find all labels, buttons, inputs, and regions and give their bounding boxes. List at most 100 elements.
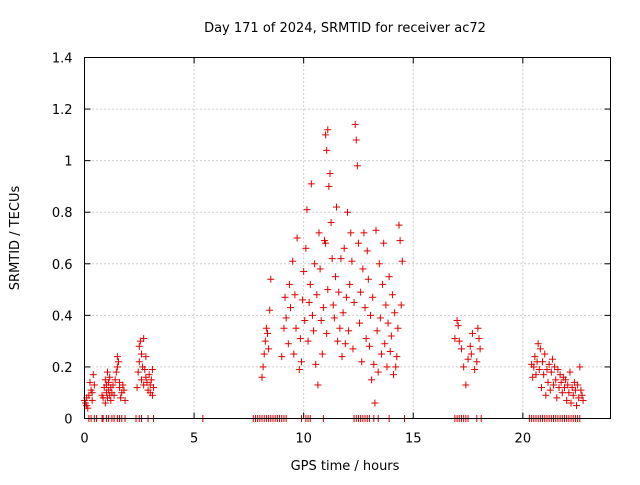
data-point <box>301 317 309 325</box>
data-point <box>111 376 119 384</box>
x-tick-label: 5 <box>190 432 198 447</box>
data-point <box>396 237 404 245</box>
y-tick-label: 0.8 <box>52 206 73 221</box>
data-point <box>383 363 391 371</box>
data-point <box>387 332 395 340</box>
data-point <box>121 396 129 404</box>
data-point <box>135 342 143 350</box>
data-point <box>544 378 552 386</box>
data-point <box>319 304 327 312</box>
data-point <box>468 329 476 337</box>
data-point <box>395 221 403 229</box>
data-point <box>554 366 562 374</box>
data-point <box>137 350 145 358</box>
data-point <box>471 366 479 374</box>
data-point <box>385 273 393 281</box>
data-point <box>563 396 571 404</box>
y-tick-label: 0 <box>64 413 72 428</box>
data-point <box>462 381 470 389</box>
data-point <box>576 363 584 371</box>
data-point <box>324 286 332 294</box>
data-point <box>90 381 98 389</box>
data-point <box>296 335 304 343</box>
data-point <box>354 239 362 247</box>
data-point <box>548 355 556 363</box>
data-point <box>290 350 298 358</box>
data-point <box>261 337 269 345</box>
data-point <box>384 319 392 327</box>
data-point <box>110 391 118 399</box>
data-point <box>390 371 398 379</box>
data-point <box>454 322 462 330</box>
data-point <box>101 399 109 407</box>
data-point <box>382 301 390 309</box>
data-point <box>388 291 396 299</box>
data-point <box>567 399 575 407</box>
data-point <box>316 265 324 273</box>
data-point <box>341 340 349 348</box>
data-point <box>566 368 574 376</box>
x-tick-label: 20 <box>515 432 532 447</box>
data-point <box>368 376 376 384</box>
data-point <box>113 363 121 371</box>
data-point <box>532 371 540 379</box>
data-point <box>86 378 94 386</box>
data-point <box>84 404 92 412</box>
data-point <box>345 327 353 335</box>
data-point <box>455 337 463 345</box>
data-point <box>535 366 543 374</box>
data-point <box>467 350 475 358</box>
data-point <box>377 350 385 358</box>
data-point <box>397 301 405 309</box>
data-point <box>541 350 549 358</box>
data-point <box>145 371 153 379</box>
data-point <box>569 391 577 399</box>
data-point <box>573 402 581 410</box>
data-point <box>476 345 484 353</box>
data-point <box>295 366 303 374</box>
data-point <box>150 384 158 392</box>
data-point <box>266 306 274 314</box>
data-point <box>369 293 377 301</box>
data-point <box>547 368 555 376</box>
data-point <box>357 288 365 296</box>
data-point <box>348 257 356 265</box>
data-point <box>289 257 297 265</box>
data-point <box>317 317 325 325</box>
data-point <box>537 384 545 392</box>
data-point <box>379 280 387 288</box>
data-point <box>284 340 292 348</box>
data-point <box>113 353 121 361</box>
data-point <box>344 208 351 216</box>
data-point <box>375 260 383 268</box>
data-point <box>364 275 372 283</box>
data-point <box>292 324 300 332</box>
data-point <box>148 391 156 399</box>
data-point <box>265 345 273 353</box>
data-point <box>473 358 481 366</box>
data-point <box>313 291 321 299</box>
data-point <box>311 260 319 268</box>
data-point <box>360 229 368 237</box>
data-point <box>322 131 330 139</box>
data-point <box>553 394 561 402</box>
data-point <box>392 363 400 371</box>
data-point <box>552 376 560 384</box>
grid-layer <box>84 57 611 419</box>
data-point <box>565 389 573 397</box>
data-point <box>351 121 359 129</box>
data-point <box>109 381 117 389</box>
data-point <box>352 136 360 144</box>
data-point <box>88 389 96 397</box>
data-point <box>373 327 381 335</box>
data-point <box>475 335 483 343</box>
data-point <box>342 293 350 301</box>
data-point <box>287 304 295 312</box>
data-point <box>356 319 364 327</box>
data-point <box>315 229 323 237</box>
data-point <box>259 363 267 371</box>
data-point <box>260 350 268 358</box>
data-point <box>362 335 370 343</box>
data-point <box>546 386 554 394</box>
